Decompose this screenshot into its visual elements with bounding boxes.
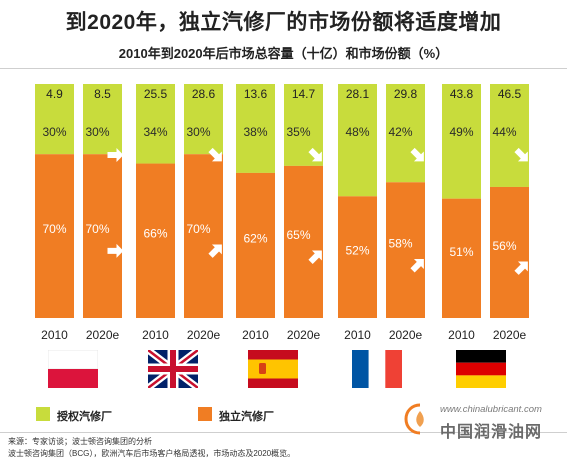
share-arrow-icon [208,244,222,258]
share-arrow-icon [107,148,124,162]
share-arrow-icon [410,259,424,273]
year-tick-label: 2020e [389,328,423,342]
legend-swatch-authorized [36,407,50,421]
bar-authorized-0-1 [83,84,122,155]
bar-total-label: 4.9 [46,87,63,101]
share-arrow-icon [514,147,528,162]
authorized-share-label: 35% [286,125,310,139]
independent-share-label: 52% [345,244,369,258]
stacked-bar-chart: 4.9 30% 70% 2010 8.5 30% 70% 2020e 25.5 34% 66% 201… [35,84,529,342]
bar-total-label: 13.6 [244,87,268,101]
authorized-share-label: 49% [449,125,473,139]
bar-authorized-3-1 [386,84,425,183]
year-tick-label: 2020e [86,328,120,342]
independent-share-label: 70% [85,222,109,236]
year-tick-label: 2010 [242,328,269,342]
bar-authorized-2-0 [236,84,275,173]
share-arrow-icon [107,243,124,258]
share-arrow-icon [410,147,424,162]
year-tick-label: 2020e [187,328,221,342]
bar-total-label: 25.5 [144,87,168,101]
bar-independent-0-1 [83,154,122,318]
independent-share-label: 62% [243,232,267,246]
authorized-share-label: 42% [388,125,412,139]
bottom-divider [0,432,567,433]
year-tick-label: 2020e [287,328,321,342]
watermark-brand: 中国润滑油网 [440,424,543,441]
legend-swatch-independent [198,407,212,421]
share-arrow-icon [308,147,322,162]
authorized-share-label: 30% [42,125,66,139]
bar-total-label: 14.7 [292,87,316,101]
independent-share-label: 70% [186,222,210,236]
chart-title: 到2020年，独立汽修厂的市场份额将适度增加 [65,11,502,34]
bar-independent-3-0 [338,196,377,318]
independent-share-label: 51% [449,245,473,259]
authorized-share-label: 34% [143,125,167,139]
authorized-share-label: 48% [345,125,369,139]
france-flag-icon [352,350,402,388]
bar-independent-1-1 [184,154,223,318]
chinalubricant-logo-icon [404,403,424,435]
spain-flag-icon [248,350,298,388]
source-line-1: 来源：专家访谈；波士顿咨询集团的分析 [8,437,152,446]
bar-total-label: 43.8 [450,87,474,101]
uk-flag-icon [148,350,198,388]
bar-independent-4-1 [490,186,529,318]
share-arrow-icon [514,261,528,275]
authorized-share-label: 30% [186,125,210,139]
share-arrow-icon [208,147,222,162]
bar-authorized-1-0 [136,84,175,164]
year-tick-label: 2010 [344,328,371,342]
independent-share-label: 56% [492,239,516,253]
year-tick-label: 2010 [41,328,68,342]
bar-independent-0-0 [35,154,74,318]
legend-label-authorized: 授权汽修厂 [57,411,112,423]
bar-total-label: 8.5 [94,87,111,101]
poland-flag-icon [48,350,98,388]
bar-independent-3-1 [386,182,425,318]
independent-share-label: 70% [42,222,66,236]
bar-independent-2-0 [236,172,275,318]
bar-authorized-1-1 [184,84,223,155]
legend-label-independent: 独立汽修厂 [219,411,274,423]
independent-share-label: 65% [286,228,310,242]
bar-authorized-4-1 [490,84,529,187]
source-line-2: 波士顿咨询集团（BCG），欧洲汽车后市场客户格局透视，市场动态及2020概览。 [8,449,296,458]
bar-total-label: 29.8 [394,87,418,101]
bar-independent-1-0 [136,163,175,318]
year-tick-label: 2010 [142,328,169,342]
authorized-share-label: 38% [243,125,267,139]
watermark-url: www.chinalubricant.com [440,404,542,415]
bar-independent-4-0 [442,198,481,318]
authorized-share-label: 30% [85,125,109,139]
bar-authorized-3-0 [338,84,377,197]
bar-total-label: 28.1 [346,87,370,101]
bar-authorized-0-0 [35,84,74,155]
germany-flag-icon [456,350,506,388]
bar-authorized-4-0 [442,84,481,199]
share-arrow-icon [308,250,322,264]
independent-share-label: 58% [388,236,412,250]
chart-subtitle: 2010年到2020年后市场总容量（十亿）和市场份额（%） [118,46,449,61]
year-tick-label: 2020e [493,328,527,342]
independent-share-label: 66% [143,227,167,241]
bar-total-label: 28.6 [192,87,216,101]
year-tick-label: 2010 [448,328,475,342]
authorized-share-label: 44% [492,125,516,139]
bar-total-label: 46.5 [498,87,522,101]
top-divider [0,68,567,69]
bar-independent-2-1 [284,165,323,318]
